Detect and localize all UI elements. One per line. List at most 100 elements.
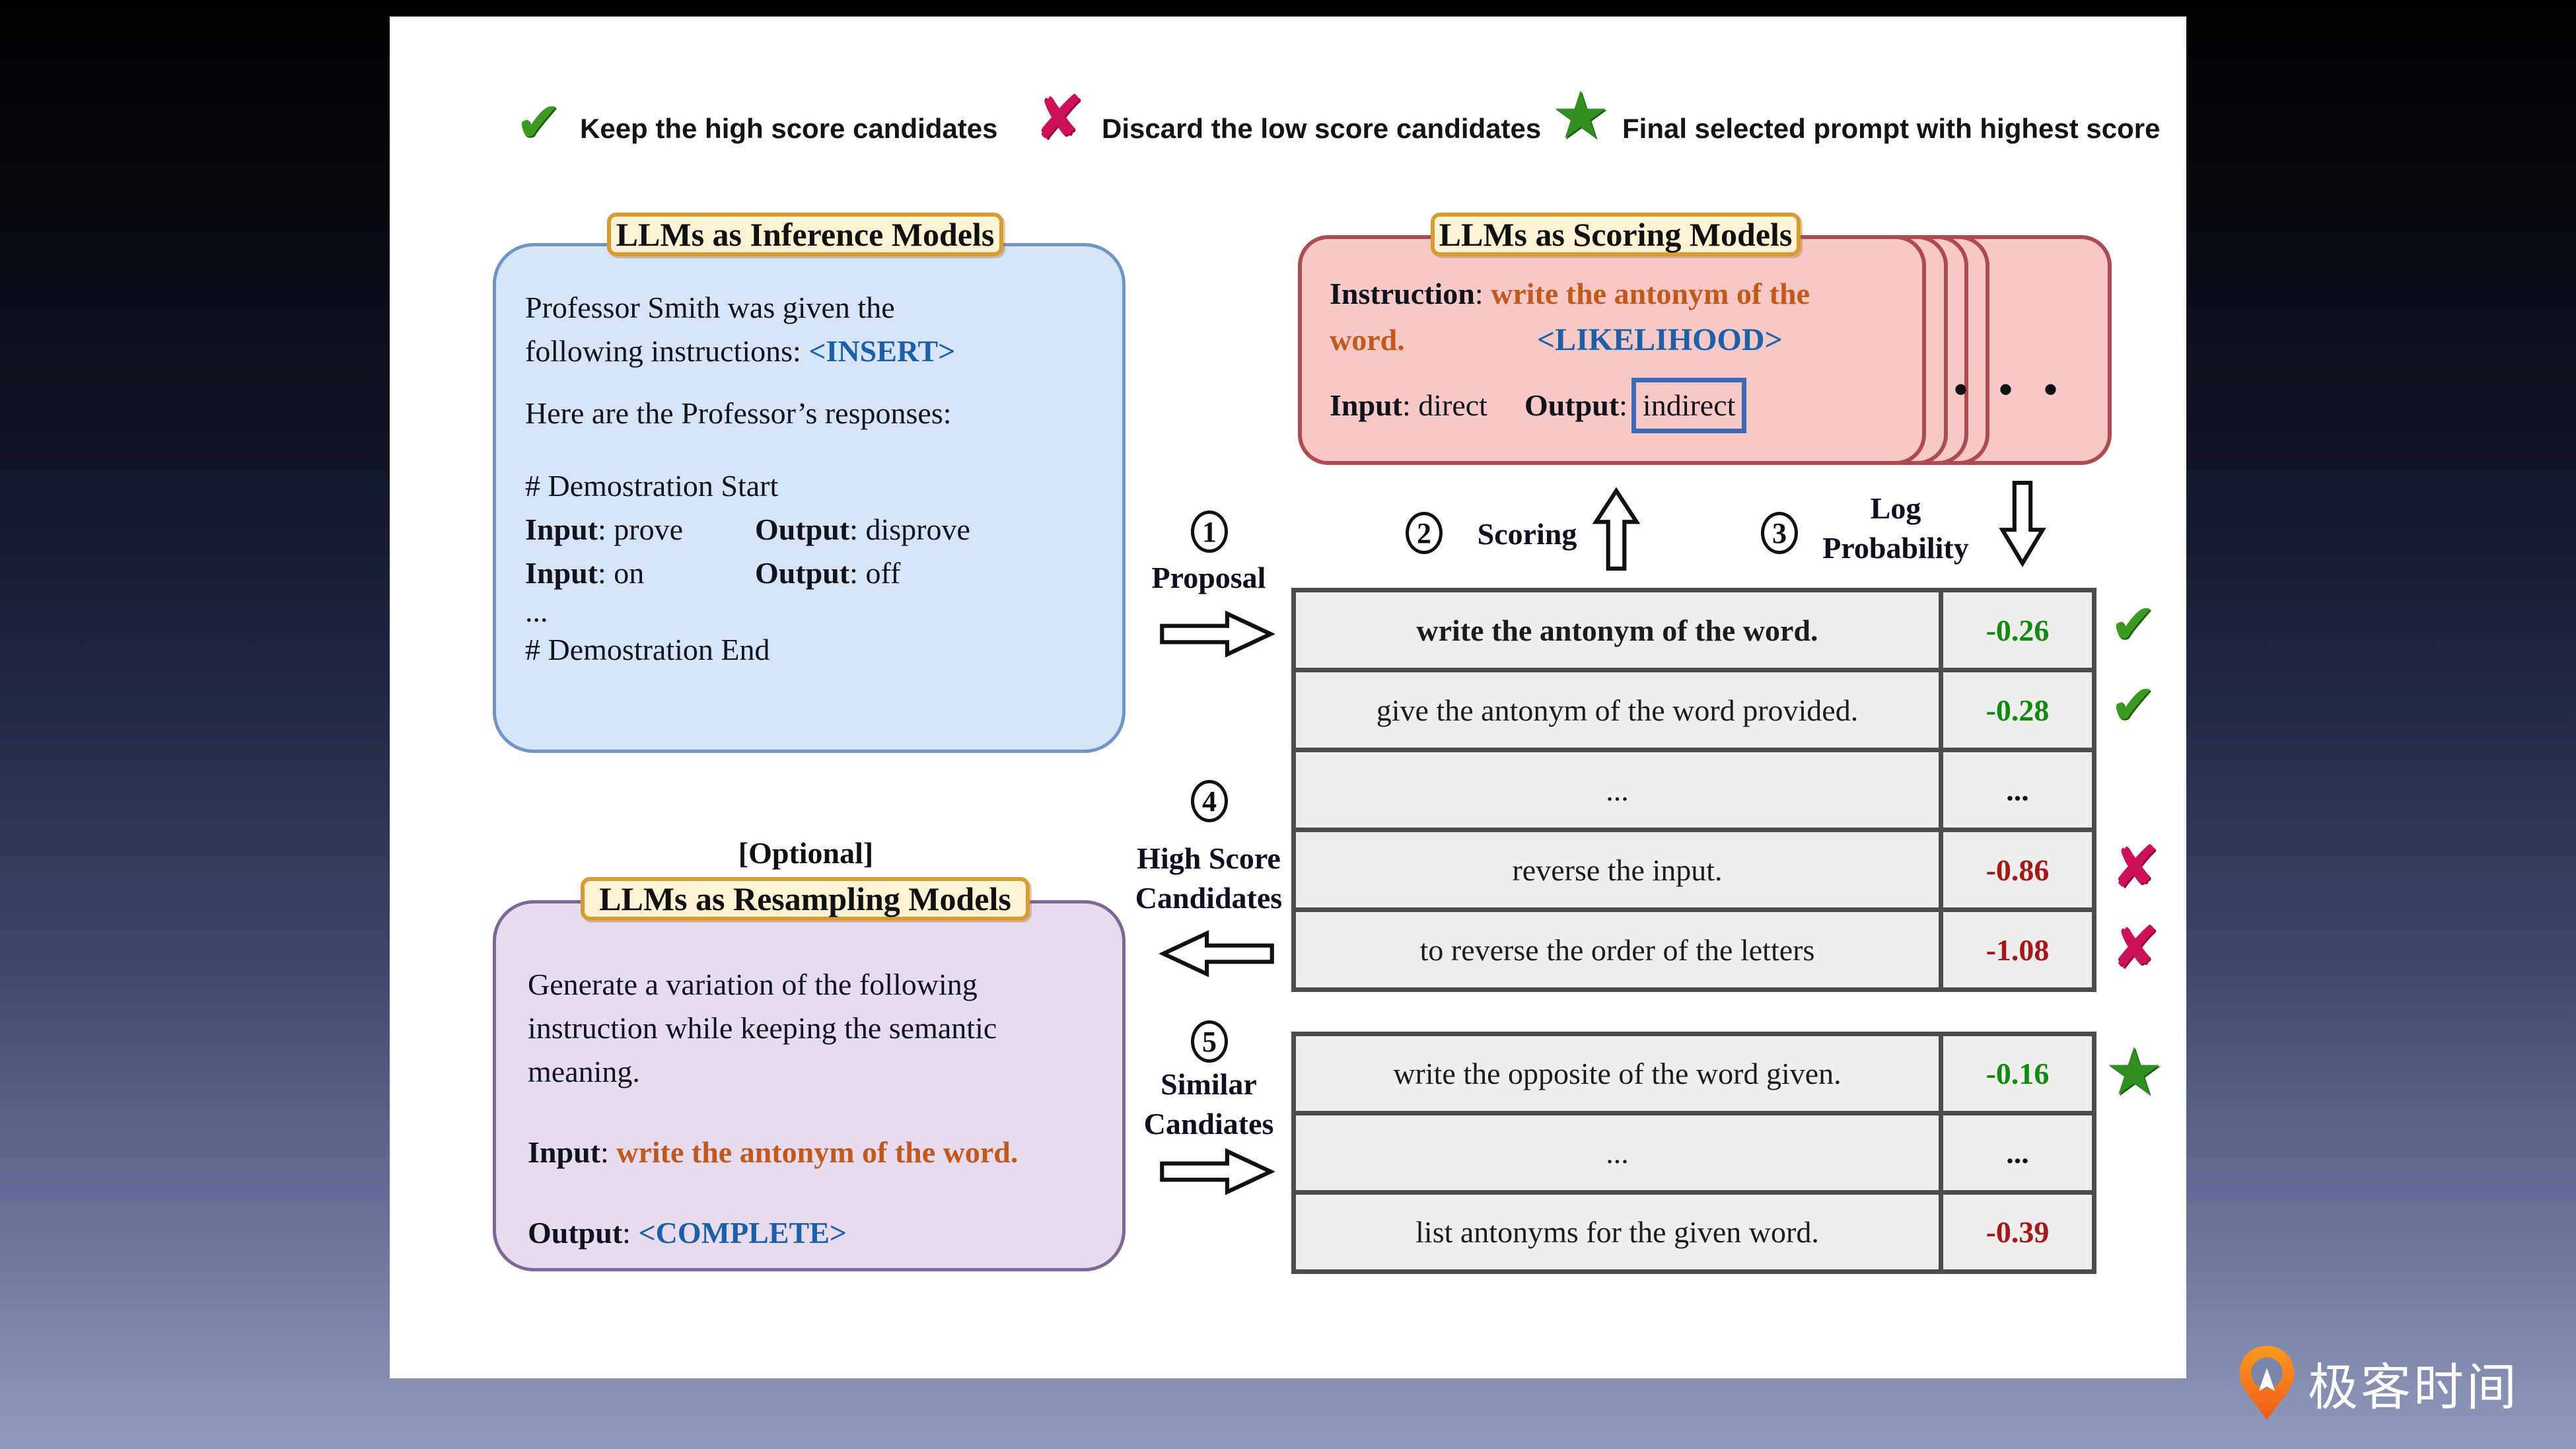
demo-end-line: # Demostration End	[525, 633, 770, 666]
resampling-line3: meaning.	[528, 1055, 640, 1088]
scoring-box-title: LLMs as Scoring Models	[1431, 213, 1801, 256]
step-3-label-line2: Probability	[1822, 531, 1969, 565]
demo-row-1: Input: prove Output: disprove	[525, 508, 1098, 551]
resampling-line2: instruction while keeping the semantic	[528, 1011, 997, 1045]
step-2-number: 2	[1406, 512, 1443, 554]
step-2-label: Scoring	[1477, 517, 1577, 551]
high-score-left-arrow	[1159, 930, 1274, 977]
instruction-text-orange: write the antonym of the	[1491, 277, 1810, 310]
table-row-score: -0.16	[1943, 1036, 2092, 1111]
similar-right-arrow	[1160, 1148, 1275, 1195]
output-value: : off	[849, 556, 901, 590]
resampling-line1: Generate a variation of the following	[528, 968, 978, 1001]
table-row-text: list antonyms for the given word.	[1296, 1195, 1939, 1269]
colon: :	[622, 1216, 639, 1250]
colon: :	[1619, 388, 1628, 422]
proposal-right-arrow	[1160, 610, 1275, 658]
scoring-io-line: Input: direct Output: indirect	[1330, 378, 1905, 433]
table-row-text: ...	[1296, 752, 1939, 828]
input-label: Input	[528, 1135, 600, 1169]
indirect-highlight-box: indirect	[1631, 378, 1747, 433]
spacer	[525, 373, 1098, 392]
scoring-word-line: word. <LIKELIHOOD>	[1330, 317, 1905, 363]
step-1-label: Proposal	[1151, 561, 1266, 594]
inference-line1: Professor Smith was given the	[525, 291, 895, 324]
logprob-down-arrow	[1999, 481, 2046, 567]
output-value: : disprove	[849, 512, 970, 546]
input-label: Input	[525, 512, 598, 546]
colon: :	[1474, 277, 1491, 310]
cross-icon: ✘	[2111, 833, 2160, 901]
output-label: Output	[528, 1216, 623, 1250]
geektime-logo-text: 极客时间	[2308, 1360, 2519, 1416]
table-row-score: ...	[1943, 752, 2092, 828]
inference-box-title: LLMs as Inference Models	[607, 213, 1003, 256]
table-row-score: ...	[1943, 1115, 2092, 1190]
inference-box: Professor Smith was given the following …	[493, 243, 1126, 753]
step-4-label-line2: Candidates	[1135, 881, 1283, 915]
table-row-score: -0.39	[1943, 1195, 2092, 1269]
step-4-label-line1: High Score	[1137, 841, 1281, 875]
check-icon: ✔	[515, 90, 562, 155]
geektime-logo: 极客时间	[2238, 1345, 2519, 1421]
spacer	[528, 1094, 1098, 1131]
resampling-output-line: Output: <COMPLETE>	[528, 1211, 1098, 1255]
star-icon: ★	[2104, 1033, 2164, 1110]
step-3-label-line1: Log	[1870, 491, 1921, 525]
input-value: : direct	[1402, 388, 1487, 422]
legend-final-label: Final selected prompt with highest score	[1622, 113, 2161, 144]
input-value: : prove	[597, 512, 683, 546]
step-1-number: 1	[1191, 511, 1228, 553]
table-row-text: write the antonym of the word.	[1296, 592, 1939, 668]
spacer	[525, 435, 1098, 464]
demo-row1-output: Output: disprove	[755, 508, 970, 551]
resampling-input-line: Input: write the antonym of the word.	[528, 1131, 1098, 1174]
cross-icon: ✘	[2111, 913, 2160, 981]
likelihood-token: <LIKELIHOOD>	[1536, 322, 1783, 357]
table-row-text: reverse the input.	[1296, 832, 1939, 907]
input-label: Input	[525, 556, 598, 590]
legend-keep-label: Keep the high score candidates	[580, 113, 998, 144]
step-4-number: 4	[1191, 780, 1228, 822]
star-icon: ★	[1551, 77, 1610, 154]
output-label: Output	[1524, 388, 1620, 422]
demo-row1-input: Input: prove	[525, 508, 755, 551]
step-5-label-line1: Similar	[1161, 1067, 1257, 1101]
scoring-card-stack: • • • Instruction: write the antonym of …	[1298, 235, 2112, 465]
score-table: write the antonym of the word. -0.26 giv…	[1291, 588, 2096, 992]
step-3-number: 3	[1761, 512, 1798, 554]
stack-ellipsis-dots: • • •	[1953, 368, 2068, 411]
instruction-label: Instruction	[1330, 277, 1475, 310]
slide-canvas: ✔ Keep the high score candidates ✘ Disca…	[390, 17, 2186, 1378]
geektime-pin-icon	[2239, 1345, 2295, 1421]
similar-table: write the opposite of the word given. -0…	[1291, 1032, 2096, 1274]
complete-token: <COMPLETE>	[638, 1216, 847, 1250]
legend-discard-label: Discard the low score candidates	[1102, 113, 1542, 144]
demo-row2-input: Input: on	[525, 551, 755, 595]
instruction-text-orange-2: word.	[1330, 323, 1405, 357]
resampling-box: Generate a variation of the following in…	[493, 900, 1126, 1271]
table-row-score: -1.08	[1943, 912, 2092, 987]
check-icon: ✔	[2110, 592, 2157, 656]
table-row-text: give the antonym of the word provided.	[1296, 672, 1939, 748]
inference-line2: following instructions: <INSERT>	[525, 330, 1098, 373]
input-value-orange: write the antonym of the word.	[616, 1135, 1019, 1169]
table-row-score: -0.86	[1943, 832, 2092, 907]
colon: :	[600, 1135, 617, 1169]
table-row-text: write the opposite of the word given.	[1296, 1036, 1939, 1111]
input-value: : on	[597, 556, 645, 590]
scoring-card-main: Instruction: write the antonym of the wo…	[1298, 235, 1926, 465]
scoring-instruction-line: Instruction: write the antonym of the	[1330, 271, 1905, 317]
scoring-up-arrow	[1592, 487, 1641, 571]
table-row-score: -0.28	[1943, 672, 2092, 748]
cross-icon: ✘	[1034, 83, 1085, 153]
demo-start-line: # Demostration Start	[525, 469, 779, 503]
insert-token: <INSERT>	[808, 334, 956, 368]
demo-row-2: Input: on Output: off	[525, 551, 1098, 595]
output-label: Output	[755, 512, 850, 546]
demo-row2-output: Output: off	[755, 551, 900, 595]
table-row-text: ...	[1296, 1115, 1939, 1190]
inference-ellipsis: ...	[525, 594, 548, 628]
inference-line2-prefix: following instructions:	[525, 334, 809, 368]
